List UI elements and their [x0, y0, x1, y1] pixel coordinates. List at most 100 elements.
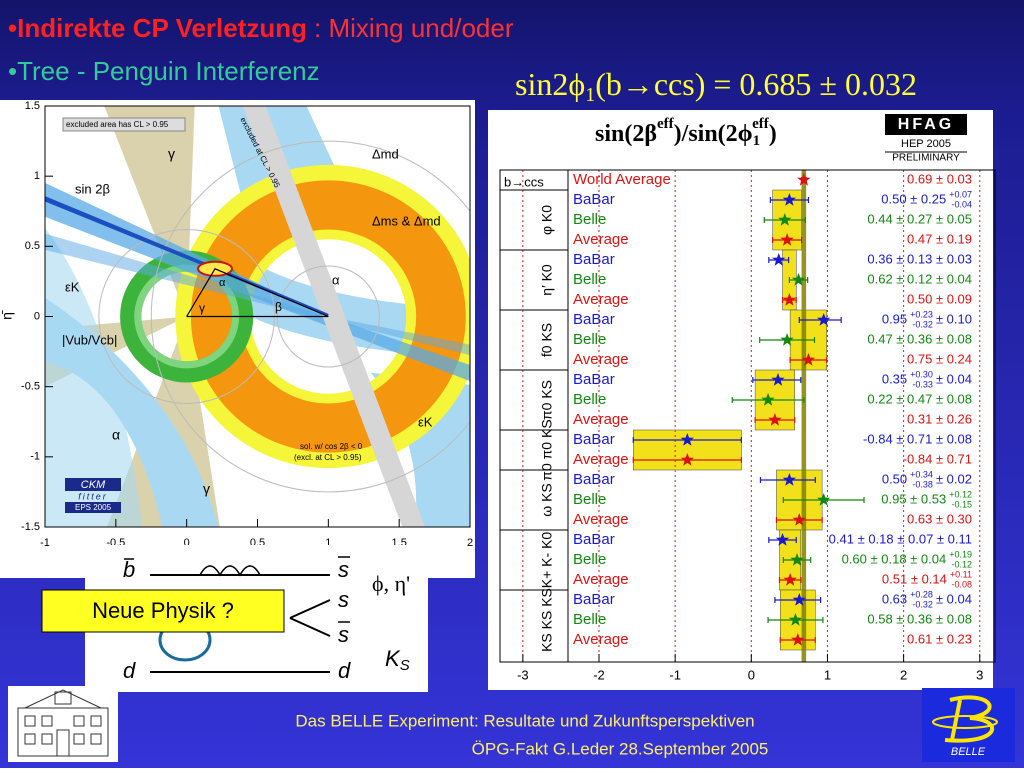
group-label: KS KS KS — [539, 588, 555, 652]
bullet-2: •Tree - Penguin Interferenz — [8, 56, 320, 86]
label: γ — [203, 481, 210, 497]
quark: s — [338, 557, 349, 582]
group-label: ω KS — [539, 483, 555, 517]
x-tick-label: -1 — [40, 537, 50, 549]
value-label-up: +0.30 — [910, 369, 933, 379]
star-marker — [680, 453, 694, 466]
star-marker — [797, 173, 811, 186]
x-tick-label: 0 — [748, 667, 755, 682]
value-label-tail: ± 0.04 — [936, 591, 972, 606]
group-label: φ K0 — [539, 205, 555, 235]
label: sin 2β — [75, 181, 110, 196]
value-label: 0.95 ± 0.53 — [881, 491, 946, 506]
value-label: 0.63 ± 0.30 — [907, 511, 972, 526]
value-label: 0.47 ± 0.19 — [907, 231, 972, 246]
row-name: BaBar — [573, 531, 615, 548]
value-label-up: +0.12 — [949, 489, 972, 499]
hfag-chart: sin(2βeff)/sin(2ϕ1eff) HFAG HEP 2005 PRE… — [488, 110, 996, 690]
title-sup: eff — [657, 116, 675, 132]
y-axis-label: η̄ — [0, 310, 15, 320]
star-marker — [780, 333, 794, 346]
belle-logo-text: BELLE — [951, 746, 986, 758]
x-tick-label: 1 — [824, 667, 831, 682]
value-label: 0.61 ± 0.23 — [907, 631, 972, 646]
quark: d — [123, 658, 136, 683]
value-label: 0.75 ± 0.24 — [907, 351, 972, 366]
value-label: -0.84 ± 0.71 — [903, 451, 972, 466]
value-label: 0.60 ± 0.18 ± 0.04 — [842, 551, 947, 566]
sin2b-band — [45, 182, 470, 382]
value-label: 0.95 — [882, 311, 907, 326]
row-name: Average — [573, 231, 629, 248]
x-tick-label: 0 — [184, 537, 190, 549]
row-name: Average — [573, 571, 629, 588]
unitarity-triangle — [187, 269, 329, 317]
value-label-tail: ± 0.02 — [936, 471, 972, 486]
callout: Neue Physik ? — [92, 598, 234, 623]
footer-line-2: ÖPG-Fakt G.Leder 28.September 2005 — [472, 739, 769, 758]
title-sub: 1 — [753, 133, 761, 149]
world-average-band — [801, 170, 807, 662]
value-label: 0.62 ± 0.12 ± 0.04 — [867, 271, 972, 286]
ckm-panel: excluded area has CL > 0.95 γ Δmd sin 2β… — [0, 100, 475, 578]
excluded-band — [242, 106, 426, 527]
sin2b-band — [45, 233, 470, 356]
value-label-up: +0.11 — [950, 569, 972, 579]
x-tick-label: 3 — [976, 667, 983, 682]
value-label-up: +0.07 — [949, 189, 972, 199]
star-marker — [790, 553, 804, 566]
label: α — [332, 272, 340, 287]
row-labels: World Average 0.69 ± 0.03 BaBar +0.07-0.04 0… — [539, 171, 972, 652]
title-part: )/sin(2ϕ — [674, 121, 753, 147]
row-name: Belle — [573, 391, 606, 408]
logo-event: EPS 2005 — [75, 503, 112, 512]
row-name: Average — [573, 631, 629, 648]
badge — [885, 114, 967, 135]
star-marker — [792, 593, 806, 606]
quark: d — [338, 658, 351, 683]
y-tick-label: 0.5 — [25, 240, 40, 252]
value-label-down: -0.04 — [951, 199, 972, 209]
label: |Vub/Vcb| — [62, 332, 117, 347]
meson-sub: S — [400, 657, 410, 674]
value-label: -0.84 ± 0.71 ± 0.08 — [863, 431, 972, 446]
label: εK — [418, 414, 433, 429]
star-marker — [801, 353, 816, 366]
row-name: Belle — [573, 271, 606, 288]
group-label: K+ K- K0 — [539, 532, 555, 589]
meson: ϕ, η' — [372, 571, 410, 596]
formula-sub: 1 — [585, 84, 595, 106]
bullet-1-rest: : Mixing und/oder — [314, 13, 514, 43]
star-marker — [817, 493, 831, 506]
star-marker — [817, 313, 831, 326]
y-tick-label: -1.5 — [21, 521, 40, 533]
footer: Das BELLE Experiment: Resultate und Zuku… — [8, 686, 1015, 762]
value-label-tail: ± 0.04 — [936, 371, 972, 386]
value-label: 0.50 ± 0.09 — [907, 291, 972, 306]
value-label-down: -0.15 — [951, 499, 972, 509]
logo-sub: fitter — [78, 491, 108, 501]
value-label: 0.44 ± 0.27 ± 0.05 — [867, 211, 972, 226]
star-marker — [782, 193, 796, 206]
star-marker — [771, 373, 785, 386]
value-label: 0.41 ± 0.18 ± 0.07 ± 0.11 — [829, 531, 972, 546]
ckm-logo-event — [65, 502, 121, 513]
x-tick-label: -3 — [517, 667, 529, 682]
row-name: BaBar — [573, 311, 615, 328]
label: Δms & Δmd — [372, 213, 441, 228]
star-marker — [788, 613, 803, 626]
value-label: 0.50 — [882, 471, 907, 486]
star-marker — [783, 573, 797, 586]
value-label: 0.31 ± 0.26 — [907, 411, 972, 426]
badge-name: HFAG — [898, 116, 954, 133]
value-label-tail: ± 0.10 — [936, 311, 972, 326]
star-marker — [761, 393, 775, 406]
row-name: BaBar — [573, 431, 615, 448]
value-label: 0.50 ± 0.25 — [881, 191, 946, 206]
row-name: Average — [573, 451, 629, 468]
title-part: ) — [769, 121, 777, 147]
x-tick-label: 1 — [325, 537, 331, 549]
star-marker — [782, 293, 796, 306]
markers — [632, 173, 865, 646]
